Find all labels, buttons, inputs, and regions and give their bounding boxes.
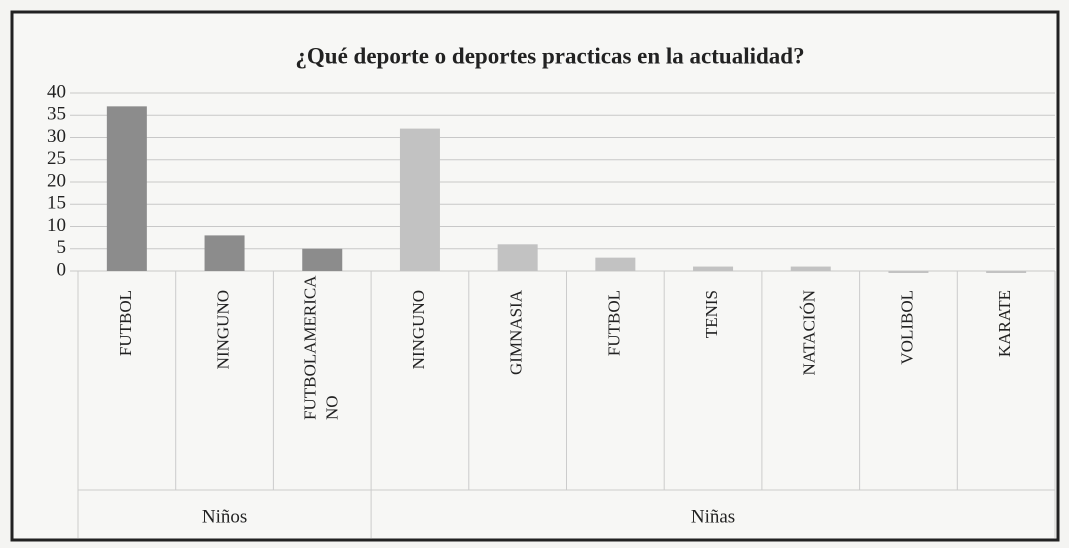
x-tick-label: VOLIBOL (897, 290, 916, 365)
bar (986, 271, 1027, 273)
y-tick-label: 10 (47, 215, 66, 236)
bar (693, 266, 734, 271)
y-tick-label: 0 (57, 259, 67, 280)
y-tick-label: 40 (47, 81, 66, 102)
x-tick-label: FUTBOL (116, 290, 135, 356)
x-tick-label: FUTBOLAMERICA NO (300, 275, 341, 420)
y-tick-label: 5 (57, 237, 67, 258)
y-tick-label: 15 (47, 193, 66, 214)
x-tick-label: NINGUNO (213, 290, 232, 369)
x-tick-label: KARATE (995, 290, 1014, 357)
bar (106, 106, 147, 271)
bar (204, 235, 245, 271)
x-tick-label: FUTBOL (604, 290, 623, 356)
x-tick-label: NINGUNO (409, 290, 428, 369)
bar (497, 244, 538, 271)
chart-frame (10, 10, 1060, 542)
group-label: Niños (202, 506, 247, 527)
x-tick-label: GIMNASIA (507, 289, 526, 375)
y-tick-label: 25 (47, 148, 66, 169)
chart-title: ¿Qué deporte o deportes practicas en la … (295, 43, 804, 68)
bar (888, 271, 929, 273)
bar (302, 248, 343, 271)
bar (595, 257, 636, 271)
bar (399, 128, 440, 271)
y-tick-label: 35 (47, 104, 66, 125)
bar (790, 266, 831, 271)
x-tick-label: TENIS (702, 290, 721, 338)
group-label: Niñas (691, 506, 735, 527)
x-tick-label: NATACIÓN (800, 290, 819, 376)
y-tick-label: 30 (47, 126, 66, 147)
y-tick-label: 20 (47, 170, 66, 191)
